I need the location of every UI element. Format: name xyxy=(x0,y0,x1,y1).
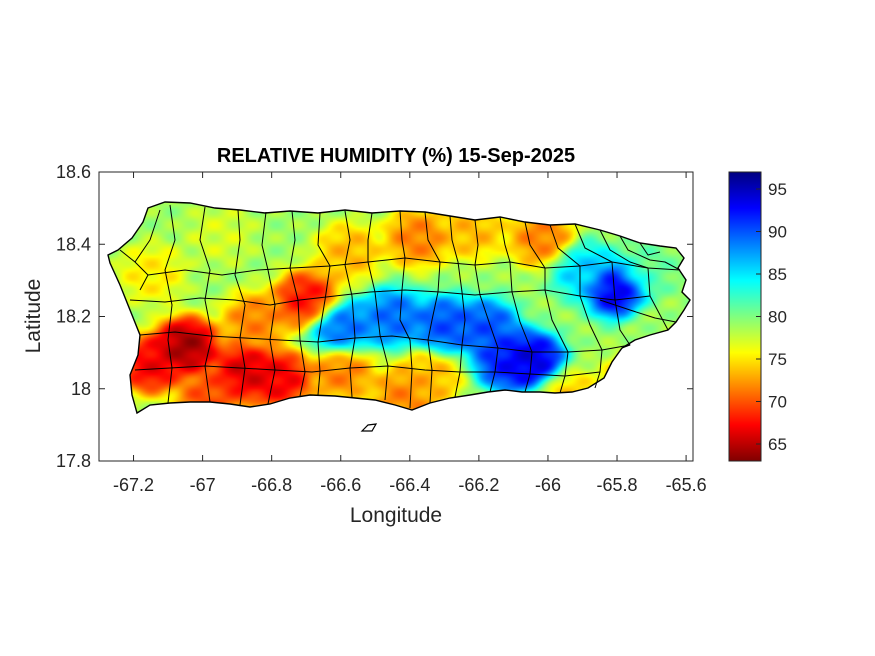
municipality-border xyxy=(549,224,603,389)
municipality-border xyxy=(499,216,533,393)
municipality-border xyxy=(234,209,246,406)
x-axis-label: Longitude xyxy=(350,504,442,527)
y-axis-label: Latitude xyxy=(22,279,45,354)
x-tick-label: -66.8 xyxy=(251,475,292,495)
municipality-borders xyxy=(119,204,681,409)
municipality-border xyxy=(524,221,569,394)
municipality-border xyxy=(639,242,661,256)
x-tick-label: -66 xyxy=(535,475,561,495)
x-tick-label: -66.4 xyxy=(389,475,430,495)
y-tick-label: 18 xyxy=(71,379,91,399)
colorbar xyxy=(728,171,762,462)
colorbar-tick-label: 80 xyxy=(768,308,787,327)
municipality-border xyxy=(134,209,161,263)
y-tick-label: 18.4 xyxy=(56,234,91,254)
colorbar-tick-label: 90 xyxy=(768,223,787,242)
municipality-border xyxy=(317,212,331,396)
municipality-border xyxy=(399,210,413,409)
x-tick-label: -67 xyxy=(190,475,216,495)
map-title: RELATIVE HUMIDITY (%) 15-Sep-2025 xyxy=(217,145,575,167)
municipality-border xyxy=(261,211,276,405)
municipality-border xyxy=(164,204,176,404)
colorbar-ticks: 95 90 85 80 75 70 65 xyxy=(756,180,787,454)
municipality-border xyxy=(574,223,631,349)
y-tick-label: 17.8 xyxy=(56,451,91,471)
island-outline xyxy=(107,201,691,415)
colorbar-tick-label: 95 xyxy=(768,180,787,199)
x-tick-label: -66.2 xyxy=(458,475,499,495)
caja-de-muertos-islet xyxy=(360,423,378,432)
colorbar-tick-label: 75 xyxy=(768,350,787,369)
colorbar-tick-label: 65 xyxy=(768,435,787,454)
municipality-border xyxy=(619,235,681,271)
municipality-border xyxy=(599,299,677,323)
municipality-border xyxy=(139,331,631,353)
municipality-border xyxy=(199,206,213,403)
humidity-field xyxy=(108,202,690,413)
x-tick-label: -66.6 xyxy=(320,475,361,495)
x-axis-ticks: -67.2 -67 -66.8 -66.6 -66.4 -66.2 -66 -65.8 -65.… xyxy=(113,172,707,495)
municipality-border xyxy=(289,210,306,397)
colorbar-tick-label: 85 xyxy=(768,265,787,284)
municipality-border xyxy=(424,211,441,404)
x-tick-label: -67.2 xyxy=(113,475,154,495)
y-tick-label: 18.2 xyxy=(56,307,91,327)
municipality-border xyxy=(449,215,466,398)
y-tick-label: 18.6 xyxy=(56,162,91,182)
x-tick-label: -65.6 xyxy=(666,475,707,495)
municipality-border xyxy=(344,210,356,398)
municipality-border xyxy=(147,257,681,276)
municipality-border xyxy=(599,229,669,331)
municipality-border xyxy=(474,219,499,393)
x-tick-label: -65.8 xyxy=(597,475,638,495)
municipality-border xyxy=(367,212,389,401)
municipality-border xyxy=(129,289,651,306)
y-axis-ticks: 18.6 18.4 18.2 18 17.8 xyxy=(56,162,693,471)
municipality-border xyxy=(134,365,601,377)
colorbar-tick-label: 70 xyxy=(768,393,787,412)
municipality-border xyxy=(119,249,149,291)
